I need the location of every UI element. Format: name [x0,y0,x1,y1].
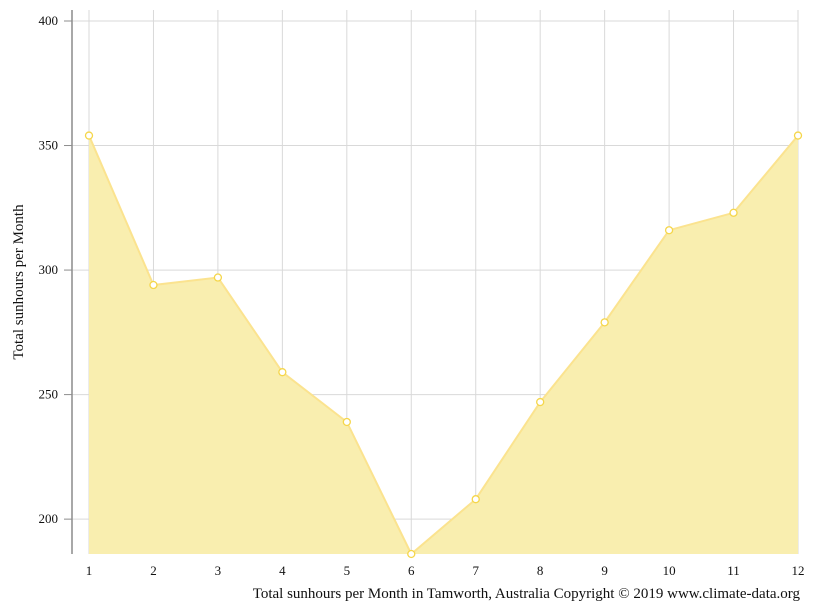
x-tick-label: 5 [344,563,351,578]
area-fill [89,135,798,554]
y-axis-title: Total sunhours per Month [11,204,27,360]
y-tick-label: 350 [39,138,59,153]
data-point [84,131,94,140]
data-point [278,368,287,377]
x-tick-label: 10 [663,563,676,578]
data-points [84,131,803,559]
data-point [600,318,609,327]
data-point [342,417,351,427]
area-series [88,134,799,556]
x-tick-label: 6 [408,563,415,578]
x-axis-title: Total sunhours per Month in Tamworth, Au… [253,586,801,602]
y-tick-label: 250 [39,387,59,402]
data-point [471,495,480,504]
data-point [407,549,416,559]
y-tick-label: 300 [39,262,59,277]
series-line [88,134,799,556]
x-tick-label: 1 [86,563,93,578]
x-tick-label: 11 [727,563,740,578]
y-tick-label: 400 [39,13,59,28]
data-point [213,273,223,282]
x-tick-label: 9 [601,563,608,578]
y-tick-label: 200 [39,511,59,526]
x-tick-label: 4 [279,563,286,578]
x-tick-label: 2 [150,563,157,578]
data-point [793,131,803,140]
axes [64,10,73,554]
x-tick-label: 3 [215,563,222,578]
data-point [729,208,738,217]
data-point [664,226,674,235]
x-tick-label: 8 [537,563,544,578]
x-tick-label: 12 [792,563,805,578]
data-point [536,397,545,407]
x-tick-label: 7 [472,563,479,578]
data-point [149,280,158,290]
